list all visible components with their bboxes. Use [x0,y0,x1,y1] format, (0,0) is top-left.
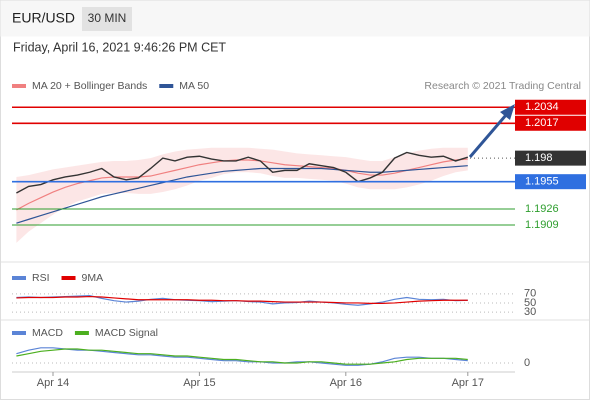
level-label: 1.1909 [525,219,559,231]
legend-label: MACD Signal [95,327,158,339]
legend-swatch [12,331,26,335]
series-line [16,348,468,365]
legend-swatch [61,276,76,280]
series-line [16,295,468,305]
level-box [515,99,586,115]
legend-label: RSI [32,272,50,284]
legend-swatch [159,84,174,88]
level-label: 1.1955 [525,176,559,188]
level-box [515,174,586,190]
series-line [16,165,468,224]
level-box [515,150,586,166]
series-line [16,158,468,211]
level-label: 1.1926 [525,203,559,215]
y-tick-label: 30 [524,306,536,318]
source: Research © 2021 Trading Central [424,80,581,92]
level-label: 1.2034 [525,101,559,113]
legend-swatch [12,276,26,280]
series-line [16,151,469,194]
x-tick-label: Apr 14 [37,377,69,389]
level-box [515,115,586,131]
arrow-head [500,104,515,120]
legend-label: MACD [32,327,63,339]
symbol: EUR/USD [12,10,75,26]
legend-swatch [74,331,89,335]
legend-swatch [12,84,26,88]
legend-label: MA 20 + Bollinger Bands [32,80,147,92]
interval-button[interactable] [82,7,132,31]
y-tick-label: 70 [524,288,536,300]
forecast-arrow [468,114,508,158]
x-tick-label: Apr 15 [183,377,215,389]
y-tick-label: 0 [524,357,530,369]
interval[interactable]: 30 MIN [88,11,127,25]
timestamp: Friday, April 16, 2021 9:46:26 PM CET [13,40,226,54]
legend-label: MA 50 [179,80,209,92]
level-label: 1.198 [525,152,553,164]
x-tick-label: Apr 16 [330,377,362,389]
x-tick-label: Apr 17 [452,377,484,389]
legend-label: 9MA [82,272,104,284]
y-tick-label: 50 [524,297,536,309]
level-label: 1.2017 [525,117,559,129]
